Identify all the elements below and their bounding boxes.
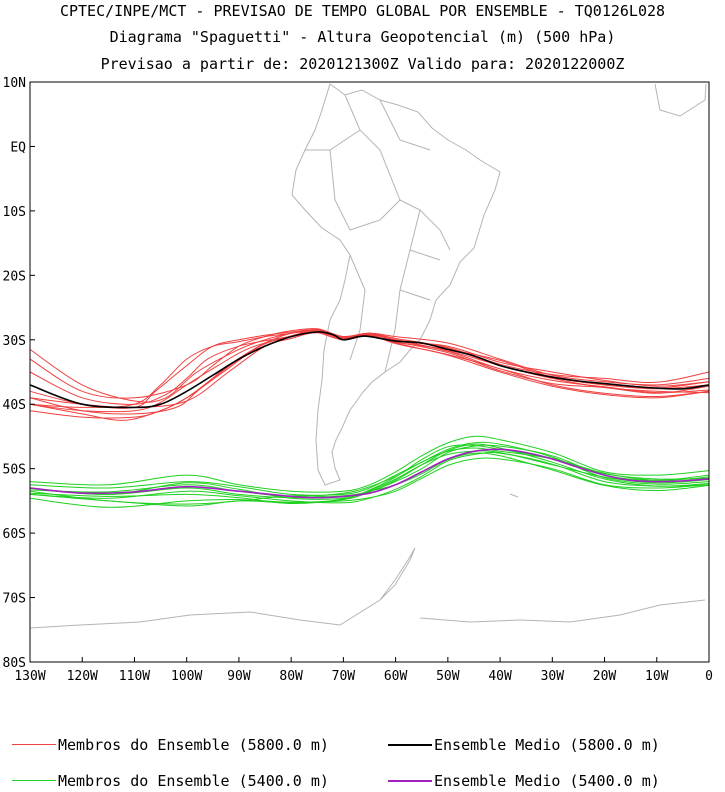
lon-tick-label: 20W xyxy=(593,669,617,684)
longitude-axis: 130W 120W 110W 100W 90W 80W 70W 60W 50W 40W 30W 20W… xyxy=(14,657,713,684)
figure-title-line-3: Previsao a partir de: 2020121300Z Valido… xyxy=(100,55,625,73)
lon-tick-label: 80W xyxy=(279,669,303,684)
lat-tick-label: 80S xyxy=(3,656,26,671)
lon-tick-label: 30W xyxy=(541,669,565,684)
lon-tick-label: 130W xyxy=(14,669,45,684)
legend-label: Ensemble Medio (5400.0 m) xyxy=(434,772,660,790)
spaghetti-map: 10N EQ 10S 20S 30S 40S 50S 60S 70S 80S 130W 120W 11… xyxy=(3,76,713,684)
south-america-coastline xyxy=(291,83,501,486)
ensemble-member-5800-line xyxy=(29,329,710,409)
lon-tick-label: 40W xyxy=(488,669,512,684)
figure-title-line-2: Diagrama "Spaguetti" - Altura Geopotenci… xyxy=(109,28,616,46)
ensemble-means xyxy=(29,331,710,499)
ensemble-member-5800-line xyxy=(29,329,710,415)
lon-tick-label: 90W xyxy=(227,669,251,684)
ensemble-member-5400-line xyxy=(29,450,710,500)
lat-tick-label: 40S xyxy=(3,398,26,413)
lon-tick-label: 70W xyxy=(332,669,356,684)
lat-tick-label: 70S xyxy=(3,592,26,607)
ensemble-member-5800-line xyxy=(29,330,710,403)
lon-tick-label: 50W xyxy=(436,669,460,684)
ensemble-mean-5800-line xyxy=(29,331,710,409)
ensemble-member-5400-line xyxy=(29,444,710,505)
lon-tick-label: 0 xyxy=(705,669,713,684)
lon-tick-label: 10W xyxy=(645,669,669,684)
figure-title-line-1: CPTEC/INPE/MCT - PREVISAO DE TEMPO GLOBA… xyxy=(59,2,666,20)
lon-tick-label: 100W xyxy=(171,669,202,684)
ensemble-mean-5400-line xyxy=(29,448,710,499)
legend-swatch xyxy=(388,780,432,782)
legend-label: Membros do Ensemble (5800.0 m) xyxy=(58,736,329,754)
continent-outlines xyxy=(29,83,707,629)
legend-swatch xyxy=(388,744,432,746)
legend-label: Membros do Ensemble (5400.0 m) xyxy=(58,772,329,790)
lon-tick-label: 120W xyxy=(67,669,98,684)
lat-tick-label: 60S xyxy=(3,527,26,542)
map-frame xyxy=(29,81,710,663)
greenland-tip xyxy=(654,83,707,117)
ensemble-member-5400-line xyxy=(29,435,710,493)
lat-tick-label: 20S xyxy=(3,269,26,284)
antarctica-coastline xyxy=(29,547,706,629)
ensemble-member-5400-line xyxy=(29,452,710,505)
lat-tick-label: 10S xyxy=(3,205,26,220)
south-georgia xyxy=(509,493,519,498)
lon-tick-label: 110W xyxy=(119,669,150,684)
lat-tick-label: 30S xyxy=(3,334,26,349)
latitude-axis: 10N EQ 10S 20S 30S 40S 50S 60S 70S 80S xyxy=(3,76,35,671)
legend-swatch xyxy=(12,780,56,781)
ensemble-members-5800 xyxy=(29,328,710,421)
lat-tick-label: 10N xyxy=(3,76,26,91)
country-borders xyxy=(305,94,451,373)
lat-tick-label: EQ xyxy=(10,140,26,155)
ensemble-members-5400 xyxy=(29,435,710,508)
ensemble-member-5400-line xyxy=(29,457,710,507)
legend-label: Ensemble Medio (5800.0 m) xyxy=(434,736,660,754)
ensemble-member-5400-line xyxy=(29,441,710,496)
lon-tick-label: 60W xyxy=(384,669,408,684)
legend-swatch xyxy=(12,744,56,745)
ensemble-member-5800-line xyxy=(29,328,710,408)
ensemble-member-5800-line xyxy=(29,331,710,409)
ensemble-member-5400-line xyxy=(29,452,710,504)
lat-tick-label: 50S xyxy=(3,463,26,478)
ensemble-member-5800-line xyxy=(29,329,710,413)
